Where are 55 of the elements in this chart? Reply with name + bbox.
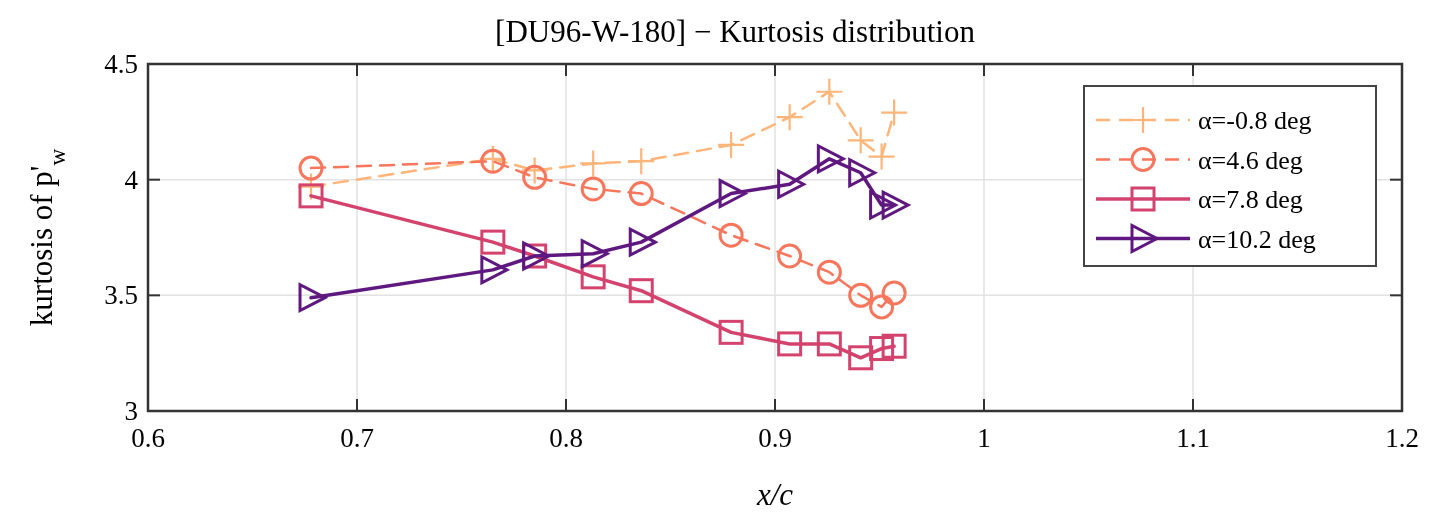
y-tick-label: 4 [124,164,139,195]
point [881,190,910,220]
point [298,283,327,313]
point [522,164,548,190]
point [580,239,609,269]
y-tick-label: 3.5 [104,280,138,311]
x-tick-label: 1.2 [1385,423,1419,453]
legend-label: α=7.8 deg [1198,185,1303,214]
point [777,169,806,199]
point [480,229,506,255]
point [718,222,744,248]
x-tick-label: 0.8 [549,423,583,453]
x-tick-label: 1.1 [1176,423,1210,453]
point [869,336,895,362]
point [848,345,874,371]
legend-label: α=-0.8 deg [1198,106,1312,135]
point [868,143,895,170]
point [777,243,803,269]
point [848,282,874,308]
point [580,176,606,202]
point [869,294,895,320]
chart-title: [DU96-W-180] − Kurtosis distribution [495,14,976,49]
point [298,183,324,209]
x-tick-label: 0.6 [131,423,165,453]
point [298,155,324,181]
point [848,158,877,188]
point [777,331,803,357]
point [881,99,908,126]
point [628,148,655,175]
point [816,331,842,357]
point [881,280,907,306]
point [718,319,744,345]
point [580,150,607,177]
point [816,78,843,105]
point [881,333,907,359]
x-tick-label: 0.7 [340,423,374,453]
point [580,264,606,290]
point [816,259,842,285]
point [847,127,874,154]
x-tick-label: 1 [977,423,991,453]
point [718,131,745,158]
point [776,104,803,131]
point [628,227,657,257]
y-tick-label: 3 [124,396,138,426]
point [869,190,898,220]
point [480,255,509,285]
point [628,181,654,207]
x-tick-label: 0.9 [758,423,792,453]
y-tick-label: 4.5 [104,49,138,79]
point [816,144,845,174]
point [718,179,747,209]
legend-label: α=4.6 deg [1198,145,1303,175]
point [628,278,654,304]
x-axis-title: x/c [755,477,794,512]
legend-label: α=10.2 deg [1198,224,1316,254]
